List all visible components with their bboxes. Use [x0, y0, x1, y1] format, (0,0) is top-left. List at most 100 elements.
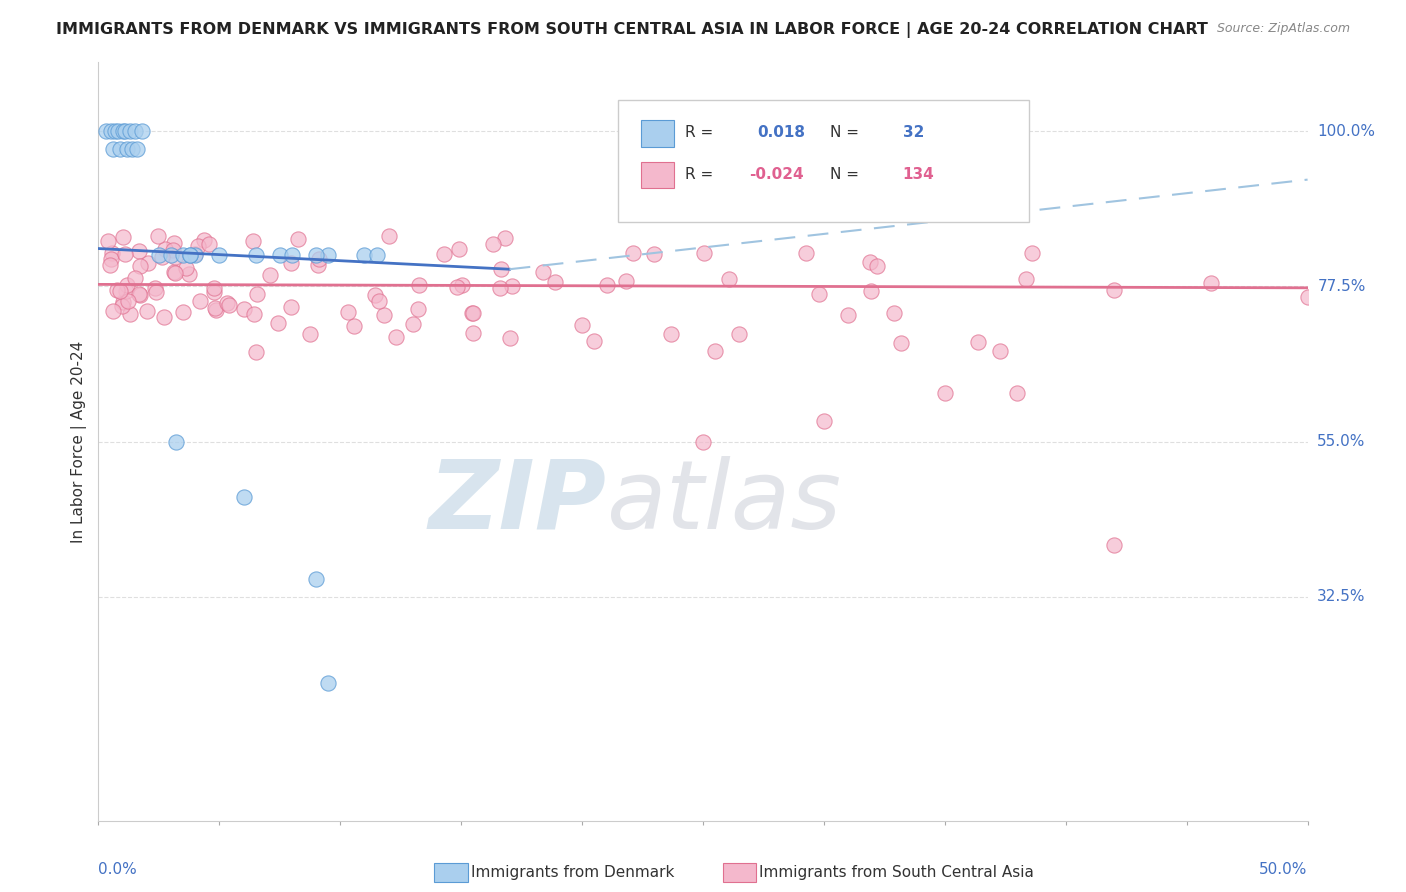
Point [187, 239, 209, 253]
Point [174, 260, 197, 275]
Point [692, 434, 714, 449]
Text: atlas: atlas [606, 456, 841, 549]
Point [101, 304, 124, 318]
Point [447, 242, 470, 256]
Text: 32.5%: 32.5% [1317, 589, 1365, 604]
Point [163, 265, 186, 279]
Point [583, 334, 606, 348]
Point [408, 277, 430, 292]
Point [232, 301, 254, 316]
Point [108, 284, 131, 298]
Point [494, 230, 516, 244]
Point [366, 248, 388, 262]
Point [136, 304, 159, 318]
Point [217, 296, 239, 310]
Text: 50.0%: 50.0% [1260, 863, 1308, 878]
Point [461, 306, 484, 320]
Point [280, 256, 302, 270]
Point [218, 298, 240, 312]
FancyBboxPatch shape [619, 100, 1029, 221]
Point [807, 286, 830, 301]
Point [446, 279, 468, 293]
Point [108, 142, 131, 156]
Point [432, 246, 454, 260]
Point [160, 248, 183, 262]
Point [866, 259, 889, 273]
Point [179, 248, 201, 262]
Point [232, 490, 254, 504]
Point [305, 573, 328, 587]
Point [794, 246, 817, 260]
Point [1007, 386, 1029, 401]
Point [1021, 245, 1043, 260]
Point [101, 142, 124, 156]
Text: IMMIGRANTS FROM DENMARK VS IMMIGRANTS FROM SOUTH CENTRAL ASIA IN LABOR FORCE | A: IMMIGRANTS FROM DENMARK VS IMMIGRANTS FR… [56, 22, 1208, 38]
Point [150, 250, 173, 264]
Point [202, 285, 225, 299]
Point [127, 142, 149, 156]
Point [110, 299, 132, 313]
Point [1199, 276, 1222, 290]
Point [489, 261, 512, 276]
Point [308, 252, 330, 267]
Point [172, 305, 194, 319]
Text: 134: 134 [903, 167, 934, 182]
Point [408, 302, 430, 317]
Point [337, 305, 360, 319]
Point [890, 335, 912, 350]
Point [115, 284, 138, 298]
Point [107, 124, 129, 138]
Text: N =: N = [830, 125, 859, 140]
Point [118, 124, 141, 138]
Point [129, 259, 152, 273]
Point [97, 234, 120, 248]
Point [596, 278, 619, 293]
Point [165, 434, 187, 449]
Point [242, 234, 264, 248]
Text: 77.5%: 77.5% [1317, 279, 1365, 294]
Point [704, 343, 727, 358]
Point [117, 142, 139, 156]
Point [177, 268, 200, 282]
Point [155, 242, 177, 256]
Point [813, 414, 835, 428]
Point [859, 255, 882, 269]
Point [193, 233, 215, 247]
Point [718, 272, 741, 286]
Point [112, 295, 135, 310]
Point [316, 248, 339, 262]
Point [148, 248, 170, 262]
Point [373, 308, 395, 322]
Point [94, 124, 117, 138]
Point [162, 243, 184, 257]
Point [104, 124, 127, 138]
Text: 0.018: 0.018 [758, 125, 806, 140]
Point [728, 327, 751, 342]
Point [205, 303, 228, 318]
Point [363, 288, 385, 302]
Point [544, 275, 567, 289]
Point [111, 124, 134, 138]
Point [115, 278, 138, 293]
Point [378, 229, 401, 244]
Point [198, 237, 221, 252]
Point [246, 287, 269, 301]
Text: 0.0%: 0.0% [98, 863, 138, 878]
Point [179, 248, 201, 262]
Text: 100.0%: 100.0% [1317, 124, 1375, 139]
Point [204, 301, 226, 315]
Point [208, 248, 231, 262]
Point [146, 228, 169, 243]
Point [259, 268, 281, 282]
Point [114, 246, 136, 260]
Point [837, 308, 859, 322]
Point [621, 245, 644, 260]
FancyBboxPatch shape [641, 161, 673, 188]
Point [531, 265, 554, 279]
Point [450, 278, 472, 293]
Point [1015, 272, 1038, 286]
Point [100, 252, 122, 266]
Point [463, 326, 485, 340]
Point [1296, 290, 1319, 304]
Text: Source: ZipAtlas.com: Source: ZipAtlas.com [1216, 22, 1350, 36]
